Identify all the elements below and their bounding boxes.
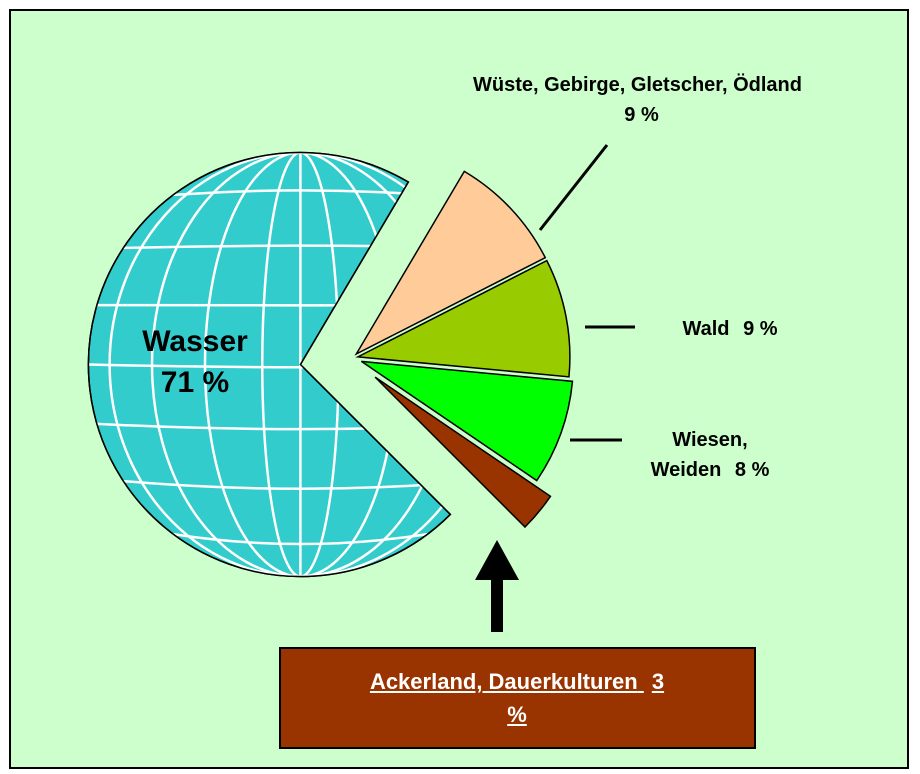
value-label: 8 %	[735, 459, 769, 481]
category-label: Ackerland, Dauerkulturen	[370, 669, 638, 694]
value-label: 9 %	[743, 318, 777, 340]
category-label: Wiesen, Weiden	[651, 429, 748, 481]
category-label: Wüste, Gebirge, Gletscher, Ödland	[473, 74, 802, 96]
slice-label: Ackerland, Dauerkulturen 3 %	[367, 665, 667, 731]
value-label: 71 %	[110, 363, 280, 404]
slice-label: Wiesen, Weiden 8 %	[635, 425, 785, 485]
slice-label: Wasser 71 %	[110, 322, 280, 403]
slice-label: Wald 9 %	[650, 314, 810, 344]
page: Wasser 71 % Wüste, Gebirge, Gletscher, Öd…	[0, 0, 920, 774]
category-label: Wasser	[110, 322, 280, 363]
slice-label: Wüste, Gebirge, Gletscher, Ödland 9 %	[465, 70, 810, 130]
value-label: 9 %	[624, 104, 658, 126]
category-label: Wald	[682, 318, 729, 340]
